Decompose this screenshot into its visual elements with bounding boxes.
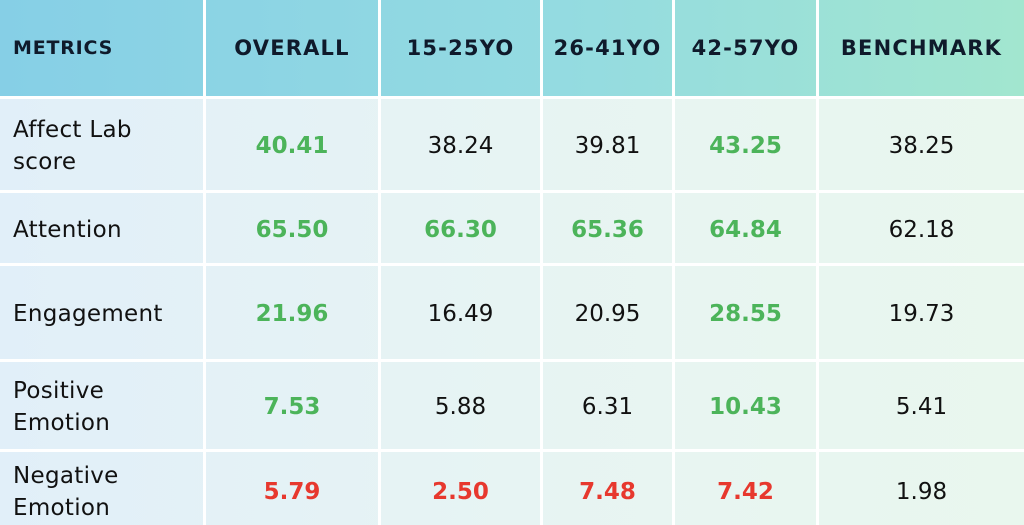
value-cell-benchmark: 1.98 <box>895 479 948 505</box>
header-metrics: METRICS <box>0 0 206 96</box>
value-cell-42-57yo: 7.42 <box>675 452 819 525</box>
value-cell-overall: 40.41 <box>206 99 381 193</box>
table-row: Negative Emotion 5.79 2.50 7.48 7.42 1.98 <box>0 452 1024 525</box>
value-cell-15-25yo: 2.50 <box>381 452 543 525</box>
table-row: Affect Lab score 40.41 38.24 39.81 43.25 38.25 <box>0 99 1024 193</box>
metric-label: Engagement <box>0 266 206 362</box>
value-cell-overall: 5.79 <box>206 452 381 525</box>
value-cell-42-57yo: 10.43 <box>675 362 819 452</box>
value-cell-benchmark: 19.73 <box>888 301 955 327</box>
metric-label-text: Positive Emotion <box>13 378 111 436</box>
value-cell-26-41yo: 7.48 <box>543 452 675 525</box>
value-cell-26-41yo: 65.36 <box>543 193 675 266</box>
header-42-57yo: 42-57YO <box>675 0 819 96</box>
value-cell-benchmark: 5.41 <box>895 394 948 420</box>
value-cell-15-25yo: 66.30 <box>381 193 543 266</box>
header-15-25yo: 15-25YO <box>381 0 543 96</box>
value-cell-overall: 65.50 <box>206 193 381 266</box>
metric-label: Positive Emotion <box>0 362 206 452</box>
row-separator <box>0 96 1024 99</box>
value-cell-42-57yo: 28.55 <box>675 266 819 362</box>
value-cell-26-41yo: 6.31 <box>543 362 675 452</box>
table-row: Positive Emotion 7.53 5.88 6.31 10.43 5.41 <box>0 362 1024 452</box>
value-cell-15-25yo: 16.49 <box>381 266 543 362</box>
metric-label-text: Negative Emotion <box>13 463 119 521</box>
metric-label: Negative Emotion <box>0 452 206 525</box>
value-cell-26-41yo: 39.81 <box>543 99 675 193</box>
table-row: Engagement 21.96 16.49 20.95 28.55 19.73 <box>0 266 1024 362</box>
value-cell-15-25yo: 38.24 <box>381 99 543 193</box>
value-cell-42-57yo: 64.84 <box>675 193 819 266</box>
value-cell-overall: 21.96 <box>206 266 381 362</box>
value-cell-benchmark: 62.18 <box>888 216 955 243</box>
value-cell-overall: 7.53 <box>206 362 381 452</box>
value-cell-15-25yo: 5.88 <box>381 362 543 452</box>
value-cell-42-57yo: 43.25 <box>675 99 819 193</box>
value-cell-26-41yo: 20.95 <box>543 266 675 362</box>
value-cell-benchmark: 38.25 <box>888 133 955 159</box>
header-benchmark: BENCHMARK <box>840 36 1003 60</box>
row-separator <box>0 449 1024 452</box>
metric-label-text: Attention <box>13 216 122 243</box>
metric-label: Attention <box>0 193 206 266</box>
row-separator <box>0 359 1024 362</box>
metric-label: Affect Lab score <box>0 99 206 193</box>
table-row: Attention 65.50 66.30 65.36 64.84 62.18 <box>0 193 1024 266</box>
header-overall: OVERALL <box>206 0 381 96</box>
row-separator <box>0 263 1024 266</box>
header-row: METRICS OVERALL 15-25YO 26-41YO 42-57YO … <box>0 0 1024 96</box>
metric-label-text: Engagement <box>13 301 163 327</box>
row-separator <box>0 190 1024 193</box>
header-26-41yo: 26-41YO <box>543 0 675 96</box>
metric-label-text: Affect Lab score <box>13 117 132 175</box>
